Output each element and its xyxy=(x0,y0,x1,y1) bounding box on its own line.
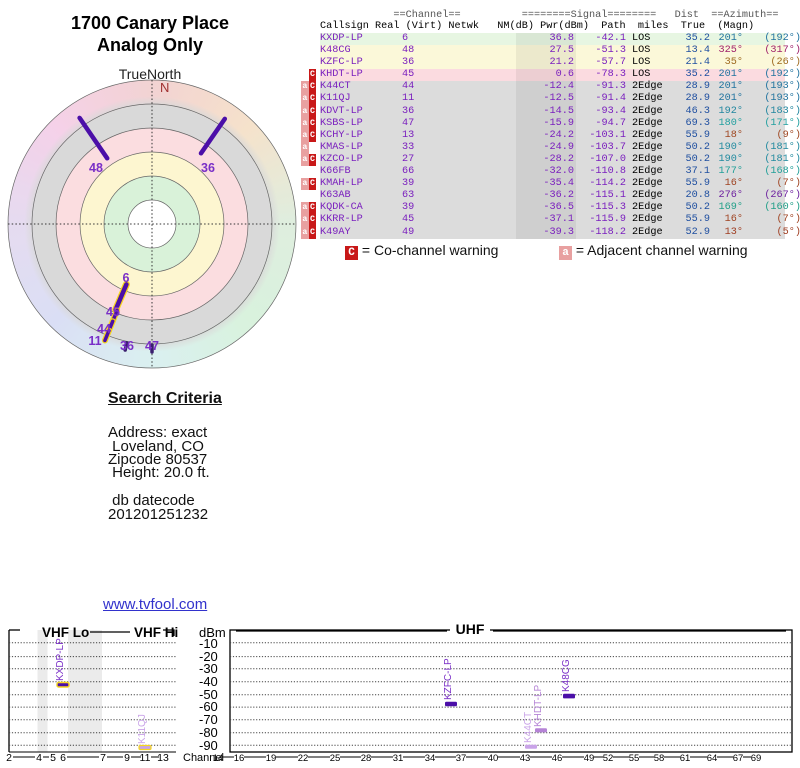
svg-text:37: 37 xyxy=(456,753,467,764)
svg-text:-90: -90 xyxy=(199,738,218,753)
svg-text:28: 28 xyxy=(361,753,372,764)
svg-text:55: 55 xyxy=(629,753,640,764)
svg-text:31: 31 xyxy=(393,753,404,764)
svg-text:13: 13 xyxy=(157,752,169,764)
svg-text:25: 25 xyxy=(330,753,341,764)
svg-text:46: 46 xyxy=(552,753,563,764)
svg-text:VHF Hi: VHF Hi xyxy=(134,625,178,640)
svg-text:6: 6 xyxy=(60,752,66,764)
svg-text:2: 2 xyxy=(6,752,12,764)
svg-text:9: 9 xyxy=(124,752,130,764)
svg-text:4: 4 xyxy=(36,752,42,764)
svg-text:11: 11 xyxy=(140,752,151,764)
svg-text:16: 16 xyxy=(234,753,245,764)
svg-text:40: 40 xyxy=(488,753,499,764)
svg-text:UHF: UHF xyxy=(456,621,485,637)
svg-text:K11QJ: K11QJ xyxy=(137,714,148,744)
svg-text:14: 14 xyxy=(213,753,224,764)
svg-text:KZFC-LP: KZFC-LP xyxy=(443,658,454,700)
svg-text:52: 52 xyxy=(603,753,614,764)
svg-text:7: 7 xyxy=(100,752,106,764)
svg-text:61: 61 xyxy=(680,753,691,764)
svg-text:K48CG: K48CG xyxy=(561,659,572,692)
svg-text:34: 34 xyxy=(425,753,436,764)
svg-text:49: 49 xyxy=(584,753,595,764)
svg-text:67: 67 xyxy=(733,753,744,764)
svg-text:KXDP-LP: KXDP-LP xyxy=(55,638,66,681)
svg-text:19: 19 xyxy=(266,753,277,764)
svg-text:64: 64 xyxy=(707,753,718,764)
svg-text:43: 43 xyxy=(520,753,531,764)
svg-text:22: 22 xyxy=(298,753,309,764)
svg-text:KHDT-LP: KHDT-LP xyxy=(533,684,544,727)
svg-text:5: 5 xyxy=(50,752,56,764)
svg-text:58: 58 xyxy=(654,753,665,764)
svg-text:69: 69 xyxy=(751,753,762,764)
